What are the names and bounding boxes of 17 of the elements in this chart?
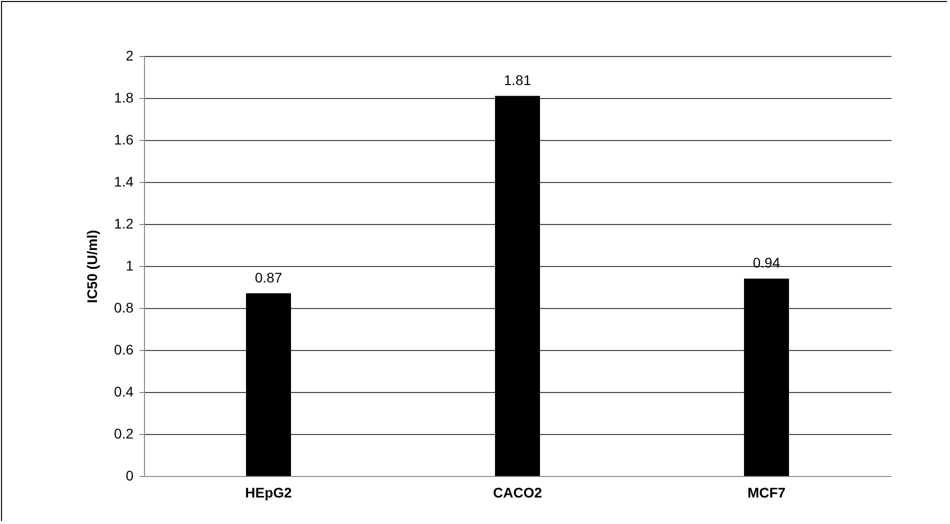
x-tick-label: HEpG2 xyxy=(245,484,292,500)
y-axis-title: IC50 (U/ml) xyxy=(84,230,100,304)
y-tick-label: 0.6 xyxy=(114,342,134,358)
data-label: 0.87 xyxy=(254,269,282,286)
x-tick-label: MCF7 xyxy=(747,484,786,500)
y-tick-label: 0 xyxy=(126,468,134,484)
y-tick-label: 0.8 xyxy=(114,300,134,316)
y-tick-label: 1.2 xyxy=(114,216,134,232)
y-tick-label: 2 xyxy=(126,48,134,64)
y-tick-label: 1.4 xyxy=(114,174,134,190)
y-tick-label: 0.2 xyxy=(114,426,134,442)
y-tick-label: 1.8 xyxy=(114,90,134,106)
x-tick-label: CACO2 xyxy=(492,484,542,500)
y-tick-label: 1 xyxy=(126,258,134,274)
y-tick-label: 0.4 xyxy=(114,384,134,400)
y-tick-label: 1.6 xyxy=(114,132,134,148)
data-label: 1.81 xyxy=(504,72,532,88)
